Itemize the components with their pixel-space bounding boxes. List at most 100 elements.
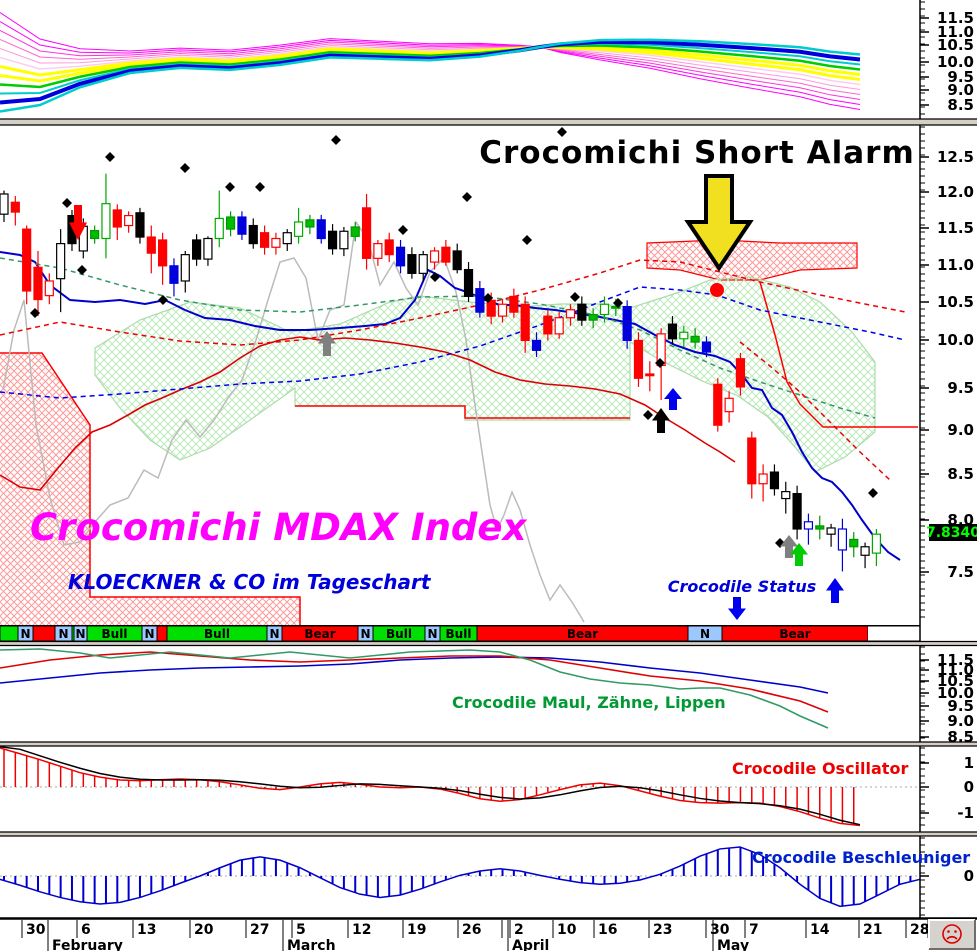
axis-tick-label: 12.5 bbox=[937, 148, 974, 166]
up-arrow-icon bbox=[780, 535, 798, 558]
axis-tick-label: 9.0 bbox=[947, 81, 974, 99]
diamond-marker-icon bbox=[255, 182, 265, 192]
panel-frames bbox=[0, 118, 977, 919]
up-arrow-icon bbox=[790, 543, 808, 566]
axis-tick-label: 10.0 bbox=[937, 684, 974, 702]
axis-tick-label: 9.0 bbox=[947, 421, 974, 439]
up-arrow-icon bbox=[664, 388, 682, 410]
diamond-marker-icon bbox=[613, 298, 623, 308]
axis-tick-label: 8.5 bbox=[947, 96, 974, 114]
diamond-marker-icon bbox=[398, 225, 408, 235]
status-segment-label: N bbox=[269, 627, 279, 641]
diamond-marker-icon bbox=[868, 488, 878, 498]
chart-subtitle: KLOECKNER & CO im Tageschart bbox=[68, 570, 432, 594]
month-label: April bbox=[512, 938, 549, 951]
date-tick-label: 16 bbox=[598, 922, 617, 938]
status-segment-label: Bear bbox=[779, 627, 810, 641]
diamond-marker-icon bbox=[105, 152, 115, 162]
diamond-marker-icon bbox=[62, 198, 72, 208]
date-tick-label: 13 bbox=[137, 922, 156, 938]
status-segment bbox=[868, 626, 920, 641]
date-tick-label: 30 bbox=[26, 922, 46, 938]
diamond-marker-icon bbox=[570, 292, 580, 302]
diamond-marker-icon bbox=[643, 410, 653, 420]
status-segment-label: Bear bbox=[567, 627, 598, 641]
oscillator-panel-label: Crocodile Oscillator bbox=[732, 759, 908, 778]
crocodile-status-label: Crocodile Status bbox=[668, 577, 816, 596]
date-tick-label: 26 bbox=[462, 922, 481, 938]
status-segment-label: N bbox=[58, 627, 68, 641]
date-tick-label: 28 bbox=[910, 922, 929, 938]
gmma-ribbon-panel bbox=[0, 12, 861, 113]
candlesticks bbox=[0, 173, 882, 572]
axis-tick-label: 0 bbox=[964, 867, 974, 885]
date-tick-label: 2 bbox=[514, 922, 524, 938]
diamond-marker-icon bbox=[483, 293, 493, 303]
up-arrow-icon bbox=[826, 578, 844, 603]
status-segment-label: Bull bbox=[102, 627, 128, 641]
axis-tick-label: 10.5 bbox=[937, 36, 974, 54]
diamond-marker-icon bbox=[430, 272, 440, 282]
date-tick-label: 23 bbox=[653, 922, 672, 938]
status-segment-label: N bbox=[75, 627, 85, 641]
status-segment bbox=[32, 625, 56, 642]
last-price-value: 7.8340 bbox=[926, 525, 977, 541]
down-arrow-icon bbox=[728, 597, 746, 620]
right-price-axis: 11.511.010.510.09.59.08.512.512.011.511.… bbox=[919, 0, 974, 918]
status-segment-label: Bear bbox=[304, 627, 335, 641]
axis-tick-label: 10.5 bbox=[937, 672, 974, 690]
date-tick-label: 10 bbox=[557, 922, 577, 938]
date-tick-label: 14 bbox=[810, 922, 830, 938]
axis-tick-label: 12.0 bbox=[937, 183, 974, 201]
date-tick-label: 19 bbox=[407, 922, 426, 938]
date-tick-label: 21 bbox=[863, 922, 882, 938]
last-price-tag: 7.8340 bbox=[926, 524, 977, 541]
short-alarm-title: Crocomichi Short Alarm bbox=[479, 135, 915, 171]
sad-smiley-button[interactable] bbox=[928, 919, 976, 950]
axis-tick-label: 9.5 bbox=[947, 68, 974, 86]
status-segment-label: Bull bbox=[446, 627, 472, 641]
axis-tick-label: 9.5 bbox=[947, 697, 974, 715]
sad-face-icon bbox=[942, 924, 962, 944]
status-segment-label: N bbox=[360, 627, 370, 641]
status-segment-label: Bull bbox=[204, 627, 230, 641]
axis-tick-label: 9.5 bbox=[947, 379, 974, 397]
maul-panel-label: Crocodile Maul, Zähne, Lippen bbox=[452, 693, 726, 712]
signal-markers bbox=[30, 127, 878, 620]
axis-tick-label: 8.5 bbox=[947, 465, 974, 483]
diamond-marker-icon bbox=[180, 163, 190, 173]
axis-tick-label: 11.0 bbox=[937, 256, 974, 274]
status-segment-label: N bbox=[700, 627, 710, 641]
diamond-marker-icon bbox=[77, 265, 87, 275]
date-tick-label: 7 bbox=[749, 922, 759, 938]
date-tick-label: 5 bbox=[296, 922, 306, 938]
status-strip: N N N Bull N Bull N Bear N Bull N Bull Bear N Bear bbox=[0, 625, 921, 642]
axis-tick-label: 11.0 bbox=[937, 661, 974, 679]
month-label: February bbox=[52, 938, 123, 951]
diamond-marker-icon bbox=[158, 295, 168, 305]
date-tick-label: 6 bbox=[81, 922, 91, 938]
axis-tick-label: 11.5 bbox=[937, 219, 974, 237]
axis-tick-label: 10.5 bbox=[937, 293, 974, 311]
alarm-dot bbox=[710, 283, 724, 297]
up-arrow-icon bbox=[652, 408, 670, 433]
beschleuniger-panel-label: Crocodile Beschleuniger bbox=[752, 848, 970, 867]
maul-panel bbox=[0, 648, 829, 729]
status-segment-label: N bbox=[144, 627, 154, 641]
oscillator-panel bbox=[0, 745, 920, 827]
axis-tick-label: 9.0 bbox=[947, 712, 974, 730]
axis-tick-label: 11.5 bbox=[937, 651, 974, 669]
diamond-marker-icon bbox=[331, 135, 341, 145]
date-tick-label: 27 bbox=[250, 922, 269, 938]
ichimoku-clouds bbox=[0, 239, 876, 625]
date-tick-label: 20 bbox=[194, 922, 214, 938]
instrument-title: Crocomichi MDAX Index bbox=[30, 506, 528, 549]
axis-tick-label: 0 bbox=[964, 778, 974, 796]
axis-tick-label: 11.0 bbox=[937, 23, 974, 41]
date-tick-label: 30 bbox=[710, 922, 730, 938]
beschleuniger-panel bbox=[0, 846, 921, 908]
big-short-alarm-arrow-icon bbox=[684, 174, 754, 272]
axis-tick-label: 10.0 bbox=[937, 331, 974, 349]
